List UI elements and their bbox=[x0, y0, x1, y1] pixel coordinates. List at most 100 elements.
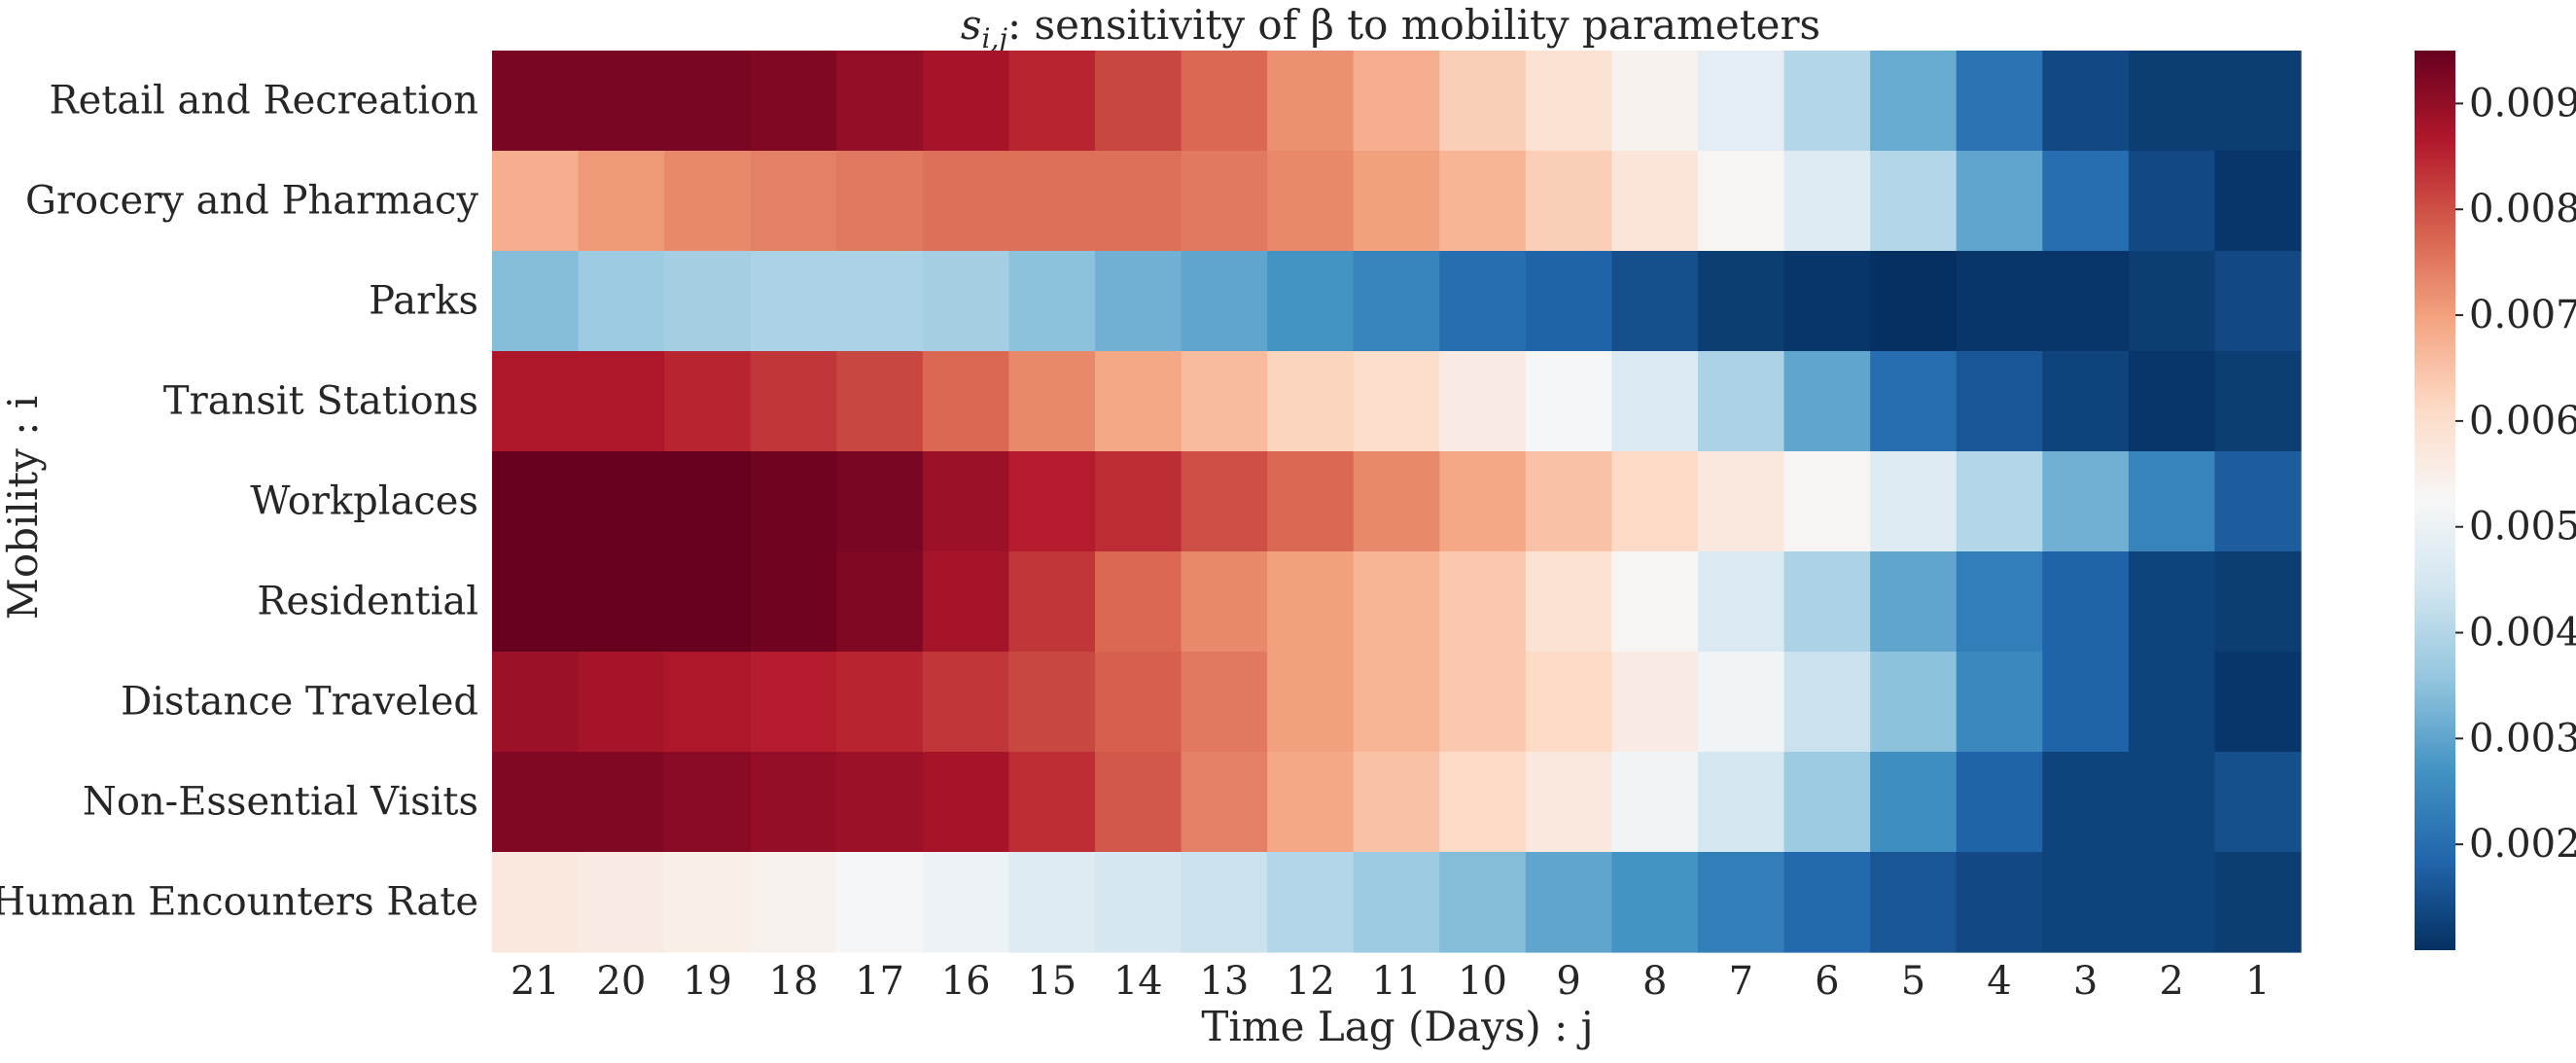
heatmap-cell bbox=[1008, 852, 1096, 953]
x-tick-label: 21 bbox=[511, 959, 560, 1004]
heatmap-cell bbox=[578, 351, 665, 452]
heatmap-cells bbox=[492, 51, 2302, 953]
y-tick-label: Residential bbox=[257, 580, 478, 624]
heatmap-cell bbox=[1095, 752, 1182, 853]
heatmap-cell bbox=[1095, 551, 1182, 653]
heatmap-cell bbox=[1611, 351, 1699, 452]
x-tick-label: 4 bbox=[1987, 959, 2011, 1004]
x-axis-label: Time Lag (Days) : j bbox=[1201, 1003, 1593, 1050]
heatmap-cell bbox=[1267, 151, 1355, 252]
heatmap-cell bbox=[2214, 251, 2302, 352]
heatmap-cell bbox=[2128, 451, 2216, 552]
heatmap-cell bbox=[1956, 251, 2043, 352]
heatmap-cell bbox=[664, 251, 752, 352]
heatmap-cell bbox=[922, 852, 1010, 953]
heatmap-cell bbox=[1353, 451, 1440, 552]
heatmap-cell bbox=[922, 652, 1010, 753]
heatmap-cell bbox=[1095, 451, 1182, 552]
heatmap-cell bbox=[1870, 852, 1958, 953]
x-tick-label: 17 bbox=[855, 959, 904, 1004]
heatmap-cell bbox=[1008, 451, 1096, 552]
heatmap-cell bbox=[1611, 852, 1699, 953]
heatmap-cell bbox=[1439, 251, 1527, 352]
heatmap-cell bbox=[922, 351, 1010, 452]
x-tick-label: 7 bbox=[1729, 959, 1753, 1004]
heatmap-cell bbox=[1525, 451, 1613, 552]
heatmap-cell bbox=[1439, 752, 1527, 853]
x-tick-label: 16 bbox=[941, 959, 991, 1004]
heatmap-cell bbox=[664, 451, 752, 552]
heatmap-cell bbox=[1525, 752, 1613, 853]
heatmap-cell bbox=[2042, 551, 2130, 653]
heatmap-cell bbox=[836, 251, 924, 352]
heatmap-cell bbox=[2042, 451, 2130, 552]
heatmap-cell bbox=[2042, 852, 2130, 953]
y-tick-label: Workplaces bbox=[250, 479, 478, 524]
heatmap-cell bbox=[492, 451, 580, 552]
heatmap-cell bbox=[1870, 652, 1958, 753]
heatmap-cell bbox=[1008, 151, 1096, 252]
heatmap-cell bbox=[1783, 451, 1871, 552]
heatmap-cell bbox=[750, 852, 837, 953]
heatmap-cell bbox=[2214, 51, 2302, 152]
heatmap-cell bbox=[2042, 151, 2130, 252]
heatmap-cell bbox=[1353, 852, 1440, 953]
x-tick-label: 6 bbox=[1815, 959, 1839, 1004]
chart-title: si,j: sensitivity of β to mobility param… bbox=[961, 1, 1820, 54]
heatmap-cell bbox=[1353, 752, 1440, 853]
colorbar-tick-label: 0.006 bbox=[2469, 399, 2576, 443]
heatmap-cell bbox=[1698, 151, 1785, 252]
heatmap-cell bbox=[2128, 752, 2216, 853]
heatmap-cell bbox=[1525, 151, 1613, 252]
x-tick-label: 8 bbox=[1642, 959, 1667, 1004]
colorbar-tick-label: 0.004 bbox=[2469, 611, 2576, 656]
heatmap-cell bbox=[492, 51, 580, 152]
y-tick-label: Retail and Recreation bbox=[50, 79, 478, 124]
heatmap-cell bbox=[1181, 451, 1268, 552]
heatmap-cell bbox=[1181, 151, 1268, 252]
x-tick-label: 18 bbox=[769, 959, 819, 1004]
colorbar-tick-label: 0.003 bbox=[2469, 716, 2576, 761]
heatmap-cell bbox=[492, 351, 580, 452]
heatmap-cell bbox=[1267, 551, 1355, 653]
heatmap-cell bbox=[1008, 551, 1096, 653]
y-tick-labels: Retail and Recreation Grocery and Pharmac… bbox=[0, 79, 478, 925]
heatmap-cell bbox=[1611, 51, 1699, 152]
y-axis-label: Mobility : i bbox=[0, 396, 47, 620]
x-tick-label: 3 bbox=[2073, 959, 2098, 1004]
heatmap-cell bbox=[578, 51, 665, 152]
heatmap-cell bbox=[1956, 351, 2043, 452]
heatmap-cell bbox=[750, 551, 837, 653]
heatmap-cell bbox=[1698, 752, 1785, 853]
heatmap-cell bbox=[1525, 852, 1613, 953]
x-tick-label: 11 bbox=[1372, 959, 1422, 1004]
heatmap-cell bbox=[1353, 151, 1440, 252]
heatmap-cell bbox=[1783, 151, 1871, 252]
heatmap-cell bbox=[1181, 652, 1268, 753]
heatmap-cell bbox=[1611, 451, 1699, 552]
heatmap-cell bbox=[492, 852, 580, 953]
colorbar-tick-label: 0.009 bbox=[2469, 81, 2576, 125]
heatmap-cell bbox=[1956, 151, 2043, 252]
y-tick-label: Parks bbox=[369, 279, 478, 324]
heatmap-cell bbox=[1525, 652, 1613, 753]
x-tick-label: 15 bbox=[1027, 959, 1076, 1004]
heatmap-cell bbox=[1353, 251, 1440, 352]
x-tick-label: 1 bbox=[2245, 959, 2270, 1004]
heatmap-cell bbox=[1267, 451, 1355, 552]
heatmap-cell bbox=[1525, 51, 1613, 152]
heatmap-cell bbox=[1698, 652, 1785, 753]
heatmap-cell bbox=[1439, 551, 1527, 653]
heatmap-cell bbox=[664, 652, 752, 753]
x-tick-label: 20 bbox=[596, 959, 646, 1004]
heatmap-cell bbox=[1870, 451, 1958, 552]
heatmap-cell bbox=[664, 752, 752, 853]
heatmap-cell bbox=[1783, 251, 1871, 352]
heatmap-cell bbox=[2128, 251, 2216, 352]
heatmap-cell bbox=[1267, 251, 1355, 352]
heatmap-cell bbox=[2128, 151, 2216, 252]
heatmap-cell bbox=[836, 351, 924, 452]
heatmap-cell bbox=[1008, 351, 1096, 452]
heatmap-cell bbox=[1181, 351, 1268, 452]
